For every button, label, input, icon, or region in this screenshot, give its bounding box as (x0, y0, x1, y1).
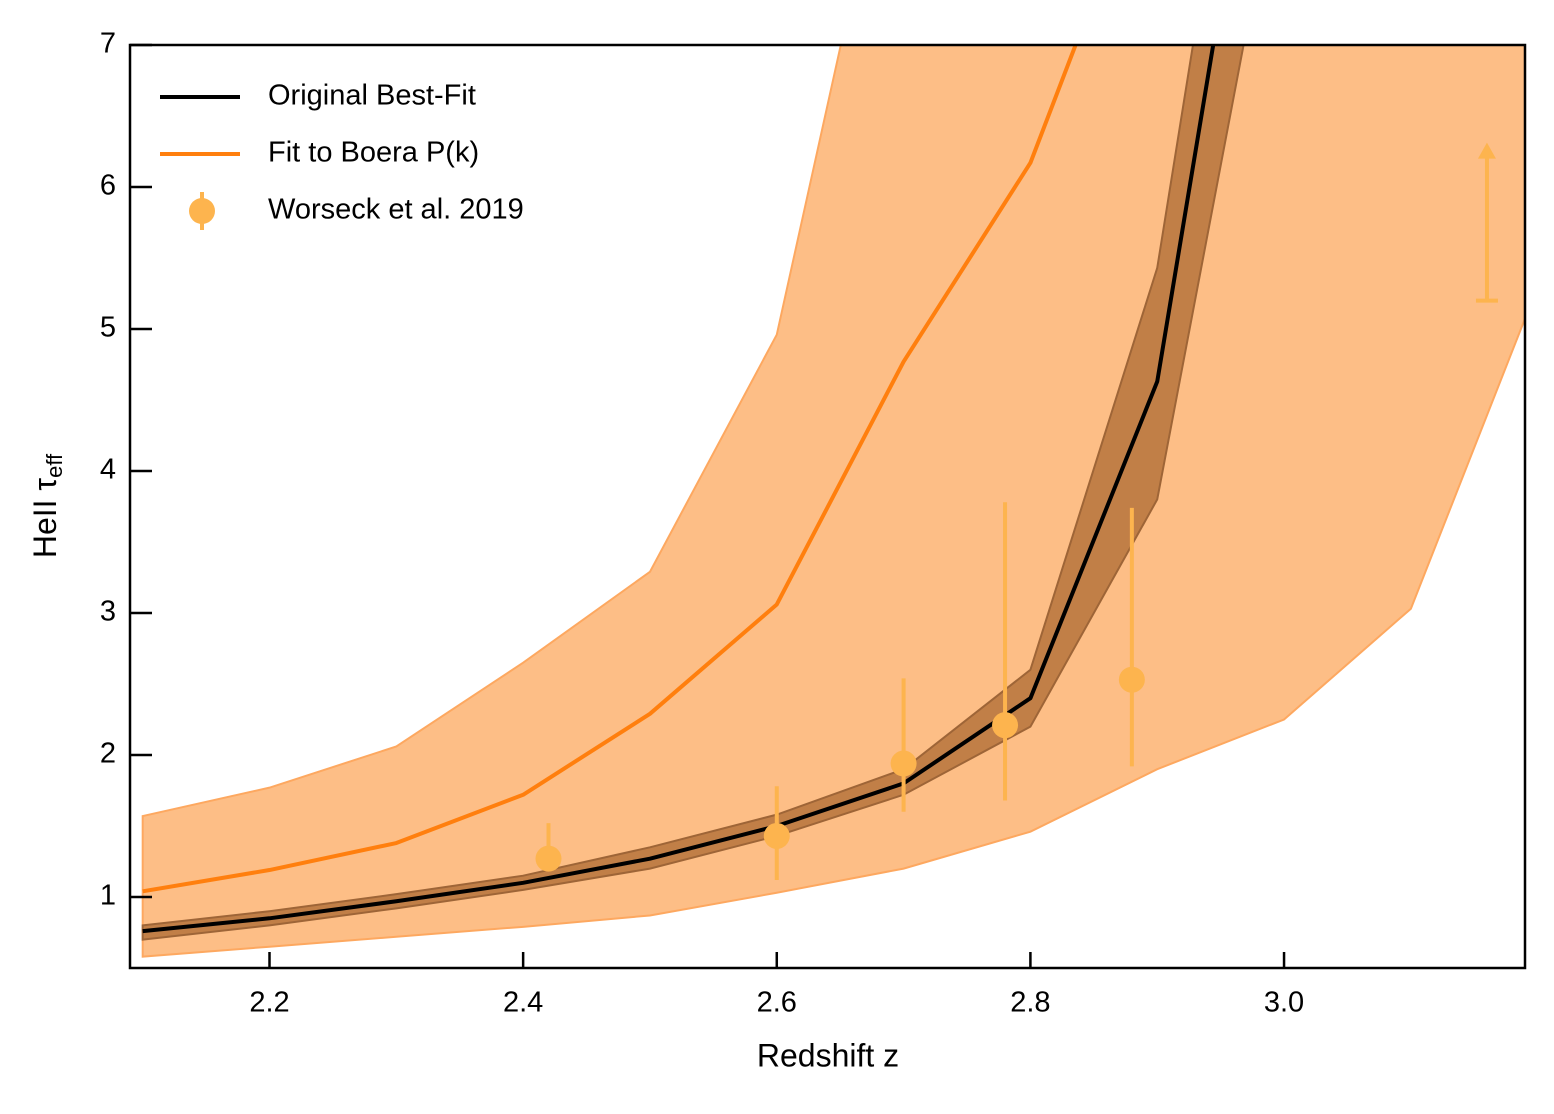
y-tick-label: 3 (100, 596, 116, 628)
legend-label: Worseck et al. 2019 (268, 194, 524, 226)
y-tick-label: 7 (100, 28, 116, 60)
series-line (142, 45, 1078, 894)
x-axis-label: Redshift z (757, 1037, 899, 1073)
data-point (992, 712, 1019, 739)
x-tick-label: 2.4 (503, 987, 543, 1019)
legend-swatch (189, 198, 215, 224)
overlay: 2.2 2.4 2.6 2.8 3.0 1 2 3 4 5 6 7 Original Best-Fit F… (100, 28, 1304, 1019)
data-point (535, 845, 562, 872)
series-line (142, 45, 1216, 934)
confidence-band (141, 45, 1245, 941)
lower-limit (1475, 142, 1498, 303)
x-tick-label: 3.0 (1264, 987, 1304, 1019)
data-point (890, 750, 917, 777)
x-tick-label: 2.8 (1010, 987, 1050, 1019)
y-label-sub: eff (42, 453, 67, 478)
y-label-text: HeII τ (27, 478, 63, 559)
y-axis-label: HeII τeff (27, 453, 66, 558)
plot-area (141, 45, 1525, 958)
x-tick-label: 2.6 (757, 987, 797, 1019)
y-tick-label: 5 (100, 312, 116, 344)
x-tick-label: 2.2 (249, 987, 289, 1019)
data-point (763, 822, 790, 849)
legend-label: Original Best-Fit (268, 80, 476, 112)
data-point (1118, 666, 1145, 693)
limit-arrow (1477, 142, 1496, 159)
axes-frame (128, 43, 1527, 970)
legend-label: Fit to Boera P(k) (268, 137, 479, 169)
y-tick-label: 2 (100, 738, 116, 770)
y-tick-label: 4 (100, 454, 116, 486)
y-tick-label: 6 (100, 170, 116, 202)
y-tick-label: 1 (100, 880, 116, 912)
